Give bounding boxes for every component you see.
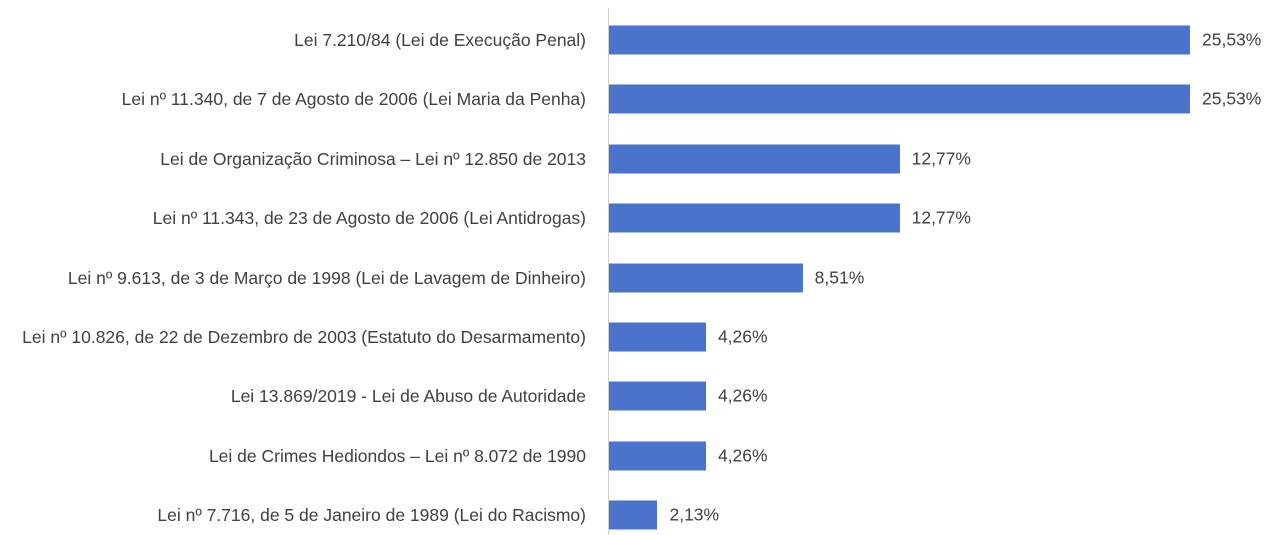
data-label: 4,26% xyxy=(717,385,768,406)
category-label: Lei 13.869/2019 - Lei de Abuso de Autori… xyxy=(230,386,586,407)
category-label: Lei nº 7.716, de 5 de Janeiro de 1989 (L… xyxy=(157,505,586,526)
data-label: 12,77% xyxy=(911,148,971,169)
category-label: Lei nº 10.826, de 22 de Dezembro de 2003… xyxy=(22,327,586,347)
data-label: 12,77% xyxy=(911,207,971,228)
bar xyxy=(609,441,706,471)
bar xyxy=(609,25,1190,55)
bar xyxy=(609,381,706,411)
category-label: Lei de Crimes Hediondos – Lei nº 8.072 d… xyxy=(208,445,586,466)
data-label: 8,51% xyxy=(814,267,865,288)
data-label: 4,26% xyxy=(717,326,768,347)
data-label: 25,53% xyxy=(1202,88,1262,109)
data-label: 4,26% xyxy=(717,445,768,466)
data-label: 25,53% xyxy=(1202,29,1262,50)
bar xyxy=(609,322,706,352)
data-label: 2,13% xyxy=(669,504,720,525)
category-axis xyxy=(608,8,609,535)
bar xyxy=(609,144,900,174)
bar xyxy=(609,500,658,530)
category-label: Lei nº 11.340, de 7 de Agosto de 2006 (L… xyxy=(121,89,586,110)
bar xyxy=(609,84,1190,114)
category-label: Lei 7.210/84 (Lei de Execução Penal) xyxy=(294,30,586,50)
bar xyxy=(609,203,900,233)
category-label: Lei nº 9.613, de 3 de Março de 1998 (Lei… xyxy=(67,267,586,288)
category-label: Lei de Organização Criminosa – Lei nº 12… xyxy=(160,148,586,169)
bar xyxy=(609,263,803,293)
category-label: Lei nº 11.343, de 23 de Agosto de 2006 (… xyxy=(152,208,586,229)
